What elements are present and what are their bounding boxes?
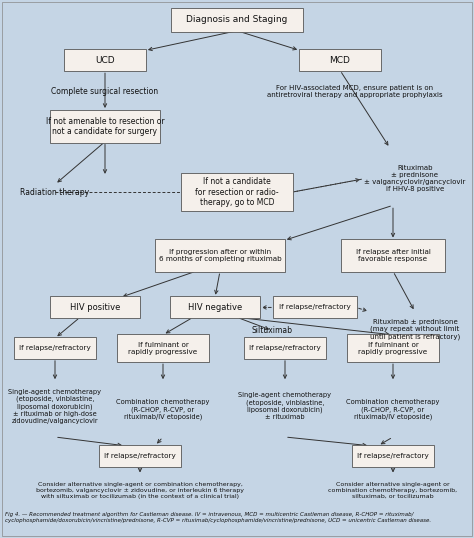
Text: If fulminant or
rapidly progressive: If fulminant or rapidly progressive: [358, 342, 428, 355]
Text: MCD: MCD: [329, 56, 350, 65]
FancyBboxPatch shape: [50, 110, 160, 143]
Text: Radiation therapy: Radiation therapy: [20, 188, 90, 197]
Text: Rituximab ± prednisone
(may repeat without limit
until patient is refractory): Rituximab ± prednisone (may repeat witho…: [370, 319, 460, 340]
Text: If fulminant or
rapidly progressive: If fulminant or rapidly progressive: [128, 342, 198, 355]
Text: HIV positive: HIV positive: [70, 303, 120, 312]
Text: Combination chemotherapy
(R-CHOP, R-CVP, or
rituximab/IV etoposide): Combination chemotherapy (R-CHOP, R-CVP,…: [116, 399, 210, 420]
FancyBboxPatch shape: [273, 296, 357, 318]
Text: If progression after or within
6 months of completing rituximab: If progression after or within 6 months …: [159, 249, 282, 263]
Text: Single-agent chemotherapy
(etoposide, vinblastine,
liposomal doxorubicin)
± ritu: Single-agent chemotherapy (etoposide, vi…: [9, 389, 101, 424]
Text: Consider alternative single-agent or
combination chemotherapy, bortezomib,
siltu: Consider alternative single-agent or com…: [328, 483, 457, 499]
Text: Fig 4. — Recommended treatment algorithm for Castleman disease. IV = intravenous: Fig 4. — Recommended treatment algorithm…: [5, 512, 431, 522]
Text: If relapse/refractory: If relapse/refractory: [19, 345, 91, 351]
FancyBboxPatch shape: [341, 239, 445, 272]
FancyBboxPatch shape: [181, 173, 293, 211]
Text: If relapse after initial
favorable response: If relapse after initial favorable respo…: [356, 249, 430, 263]
Text: Complete surgical resection: Complete surgical resection: [52, 87, 159, 96]
FancyBboxPatch shape: [14, 337, 96, 359]
Text: If relapse/refractory: If relapse/refractory: [249, 345, 321, 351]
FancyBboxPatch shape: [171, 8, 303, 32]
Text: Rituximab
± prednisone
± valgancyclovir/gancyclovir
if HHV-8 positive: Rituximab ± prednisone ± valgancyclovir/…: [365, 166, 465, 193]
FancyBboxPatch shape: [99, 445, 181, 466]
Text: Combination chemotherapy
(R-CHOP, R-CVP, or
rituximab/IV etoposide): Combination chemotherapy (R-CHOP, R-CVP,…: [346, 399, 440, 420]
Text: Consider alternative single-agent or combination chemotherapy,
bortezomib, valga: Consider alternative single-agent or com…: [36, 483, 244, 499]
Text: HIV negative: HIV negative: [188, 303, 242, 312]
FancyBboxPatch shape: [170, 296, 260, 318]
FancyBboxPatch shape: [155, 239, 285, 272]
FancyBboxPatch shape: [244, 337, 326, 359]
Text: If relapse/refractory: If relapse/refractory: [357, 452, 429, 459]
Text: If relapse/refractory: If relapse/refractory: [279, 305, 351, 310]
FancyBboxPatch shape: [352, 445, 434, 466]
Text: UCD: UCD: [95, 56, 115, 65]
FancyBboxPatch shape: [50, 296, 140, 318]
Text: If relapse/refractory: If relapse/refractory: [104, 452, 176, 459]
FancyBboxPatch shape: [299, 49, 381, 72]
Text: For HIV-associated MCD, ensure patient is on
antiretroviral therapy and appropri: For HIV-associated MCD, ensure patient i…: [267, 84, 443, 97]
Text: Siltuximab: Siltuximab: [252, 326, 292, 335]
Text: If not a candidate
for resection or radio-
therapy, go to MCD: If not a candidate for resection or radi…: [195, 177, 279, 207]
Text: Single-agent chemotherapy
(etoposide, vinblastine,
liposomal doxorubicin)
± ritu: Single-agent chemotherapy (etoposide, vi…: [238, 392, 331, 420]
FancyBboxPatch shape: [117, 334, 209, 362]
FancyBboxPatch shape: [347, 334, 439, 362]
FancyBboxPatch shape: [64, 49, 146, 72]
Text: If not amenable to resection or
not a candidate for surgery: If not amenable to resection or not a ca…: [46, 117, 164, 136]
Text: Diagnosis and Staging: Diagnosis and Staging: [186, 15, 288, 24]
